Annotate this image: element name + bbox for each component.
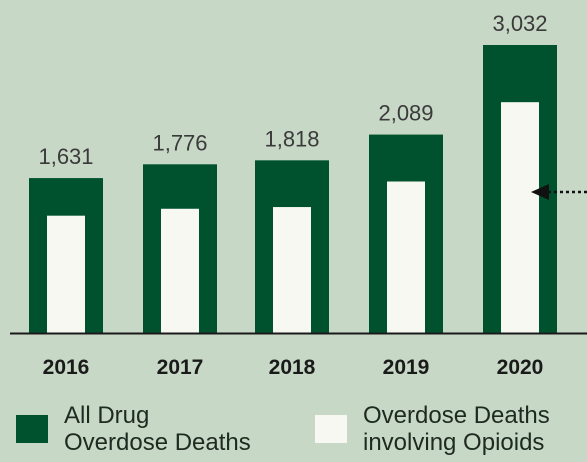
x-tick-label-2017: 2017: [157, 356, 204, 379]
legend-item-opioids: Overdose Deaths involving Opioids: [315, 402, 550, 456]
bar-chart: 1,631 2016 1,776 2017 1,818 2018 2,089 2019 3,03…: [10, 11, 587, 379]
x-tick-label-2019: 2019: [383, 356, 430, 379]
bar-opioids-2016: [47, 215, 85, 333]
legend-label-all-drug: All Drug Overdose Deaths: [64, 402, 251, 456]
bar-opioids-2020: [501, 102, 539, 333]
data-label-2019: 2,089: [378, 101, 433, 126]
legend-swatch-all-drug: [16, 415, 48, 443]
bar-opioids-2019: [387, 181, 425, 333]
bar-opioids-2018: [273, 207, 311, 333]
data-label-2018: 1,818: [264, 126, 319, 151]
legend-label-opioids: Overdose Deaths involving Opioids: [363, 402, 550, 456]
legend-swatch-opioids: [315, 415, 347, 443]
x-tick-label-2020: 2020: [497, 356, 544, 379]
legend-item-all-drug: All Drug Overdose Deaths: [16, 402, 251, 456]
x-tick-label-2016: 2016: [43, 356, 90, 379]
data-label-2016: 1,631: [38, 144, 93, 169]
bar-opioids-2017: [161, 208, 199, 333]
data-label-2017: 1,776: [152, 130, 207, 155]
legend: All Drug Overdose Deaths Overdose Deaths…: [0, 402, 587, 462]
x-tick-label-2018: 2018: [269, 356, 316, 379]
annotation-arrowhead-icon: [531, 184, 549, 200]
data-label-2020: 3,032: [492, 11, 547, 36]
